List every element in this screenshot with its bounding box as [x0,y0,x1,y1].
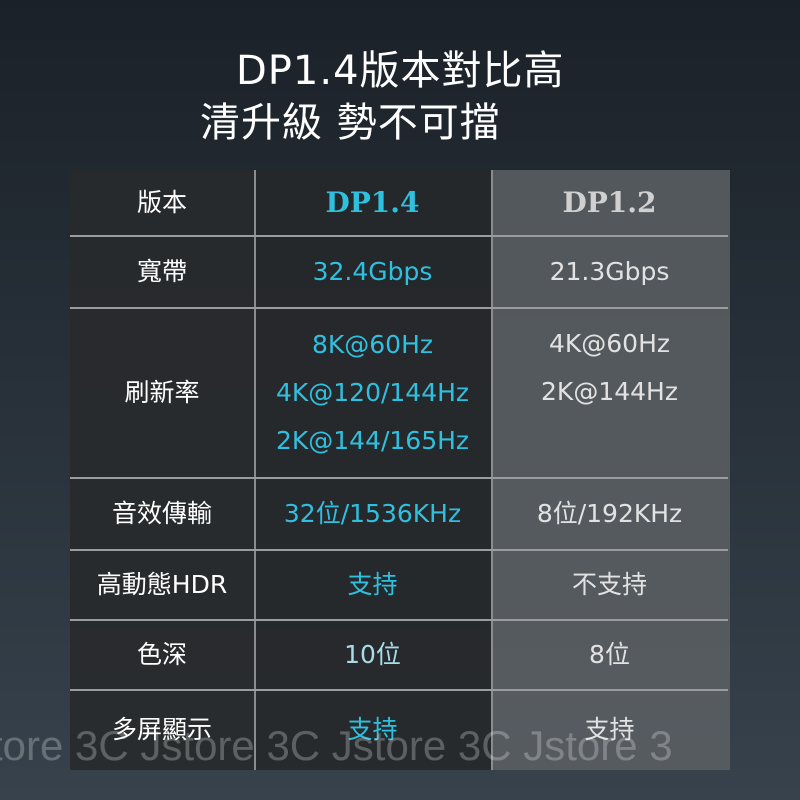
table-row: 音效傳輸 32位/1536KHz 8位/192KHz [70,478,728,550]
dp14-cell: 支持 [254,550,491,620]
dp14-value: 8K@60Hz [311,330,434,359]
dp14-cell: 32.4Gbps [254,236,491,308]
dp14-value: 32.4Gbps [312,257,433,286]
table-header-row: 版本 DP1.4 DP1.2 [70,170,728,236]
title-line-2: 清升級 勢不可擋 [200,100,501,146]
dp14-cell: 32位/1536KHz [254,478,491,550]
row-divider [70,549,728,551]
title-line-1: DP1.4版本對比高 [236,48,565,94]
row-label: 寬帶 [136,257,187,286]
dp12-value: 支持 [584,715,635,744]
header-dp14: DP1.4 [325,186,420,219]
header-label: 版本 [136,188,187,217]
row-label: 高動態HDR [96,570,228,599]
dp12-cell: 8位 [491,620,728,690]
dp12-value: 8位 [589,640,630,669]
row-divider [70,619,728,621]
row-label: 刷新率 [124,378,200,407]
comparison-table: 版本 DP1.4 DP1.2 寬帶 32.4Gbps 21.3Gbps 刷新率 8K@60Hz… [70,170,730,770]
dp12-value: 不支持 [571,570,647,599]
dp12-value: 8位/192KHz [536,499,683,528]
dp14-value: 4K@120/144Hz [275,378,470,407]
table-row: 多屏顯示 支持 支持 [70,690,728,770]
row-divider [70,307,728,309]
dp12-value: 4K@60Hz [548,329,671,358]
row-divider [70,689,728,691]
dp14-value: 支持 [347,715,398,744]
table-row: 刷新率 8K@60Hz 4K@120/144Hz 2K@144/165Hz 4K@60H… [70,308,728,478]
row-label: 多屏顯示 [111,715,212,744]
dp12-cell: 支持 [491,690,728,770]
dp14-cell: 10位 [254,620,491,690]
header-dp12: DP1.2 [562,186,657,219]
row-label: 音效傳輸 [111,499,212,528]
table-row: 色深 10位 8位 [70,620,728,690]
watermark: store 3C Jstore 3C Jstore 3C Jstore 3 [0,722,673,769]
dp14-value: 支持 [347,570,398,599]
dp14-value: 10位 [344,640,401,669]
dp12-cell: 不支持 [491,550,728,620]
dp14-value: 32位/1536KHz [283,499,462,528]
row-divider [70,235,728,237]
row-divider [70,477,728,479]
dp12-cell: 8位/192KHz [491,478,728,550]
dp14-value: 2K@144/165Hz [275,426,470,455]
row-label: 色深 [136,640,187,669]
dp14-cell: 支持 [254,690,491,770]
dp12-value: 2K@144Hz [541,377,678,406]
table-row: 寬帶 32.4Gbps 21.3Gbps [70,236,728,308]
dp12-cell: 21.3Gbps [491,236,728,308]
table-row: 高動態HDR 支持 不支持 [70,550,728,620]
dp14-cell: 8K@60Hz 4K@120/144Hz 2K@144/165Hz [254,308,491,478]
dp12-cell: 4K@60Hz 2K@144Hz [491,308,728,478]
dp12-value: 21.3Gbps [549,257,670,286]
